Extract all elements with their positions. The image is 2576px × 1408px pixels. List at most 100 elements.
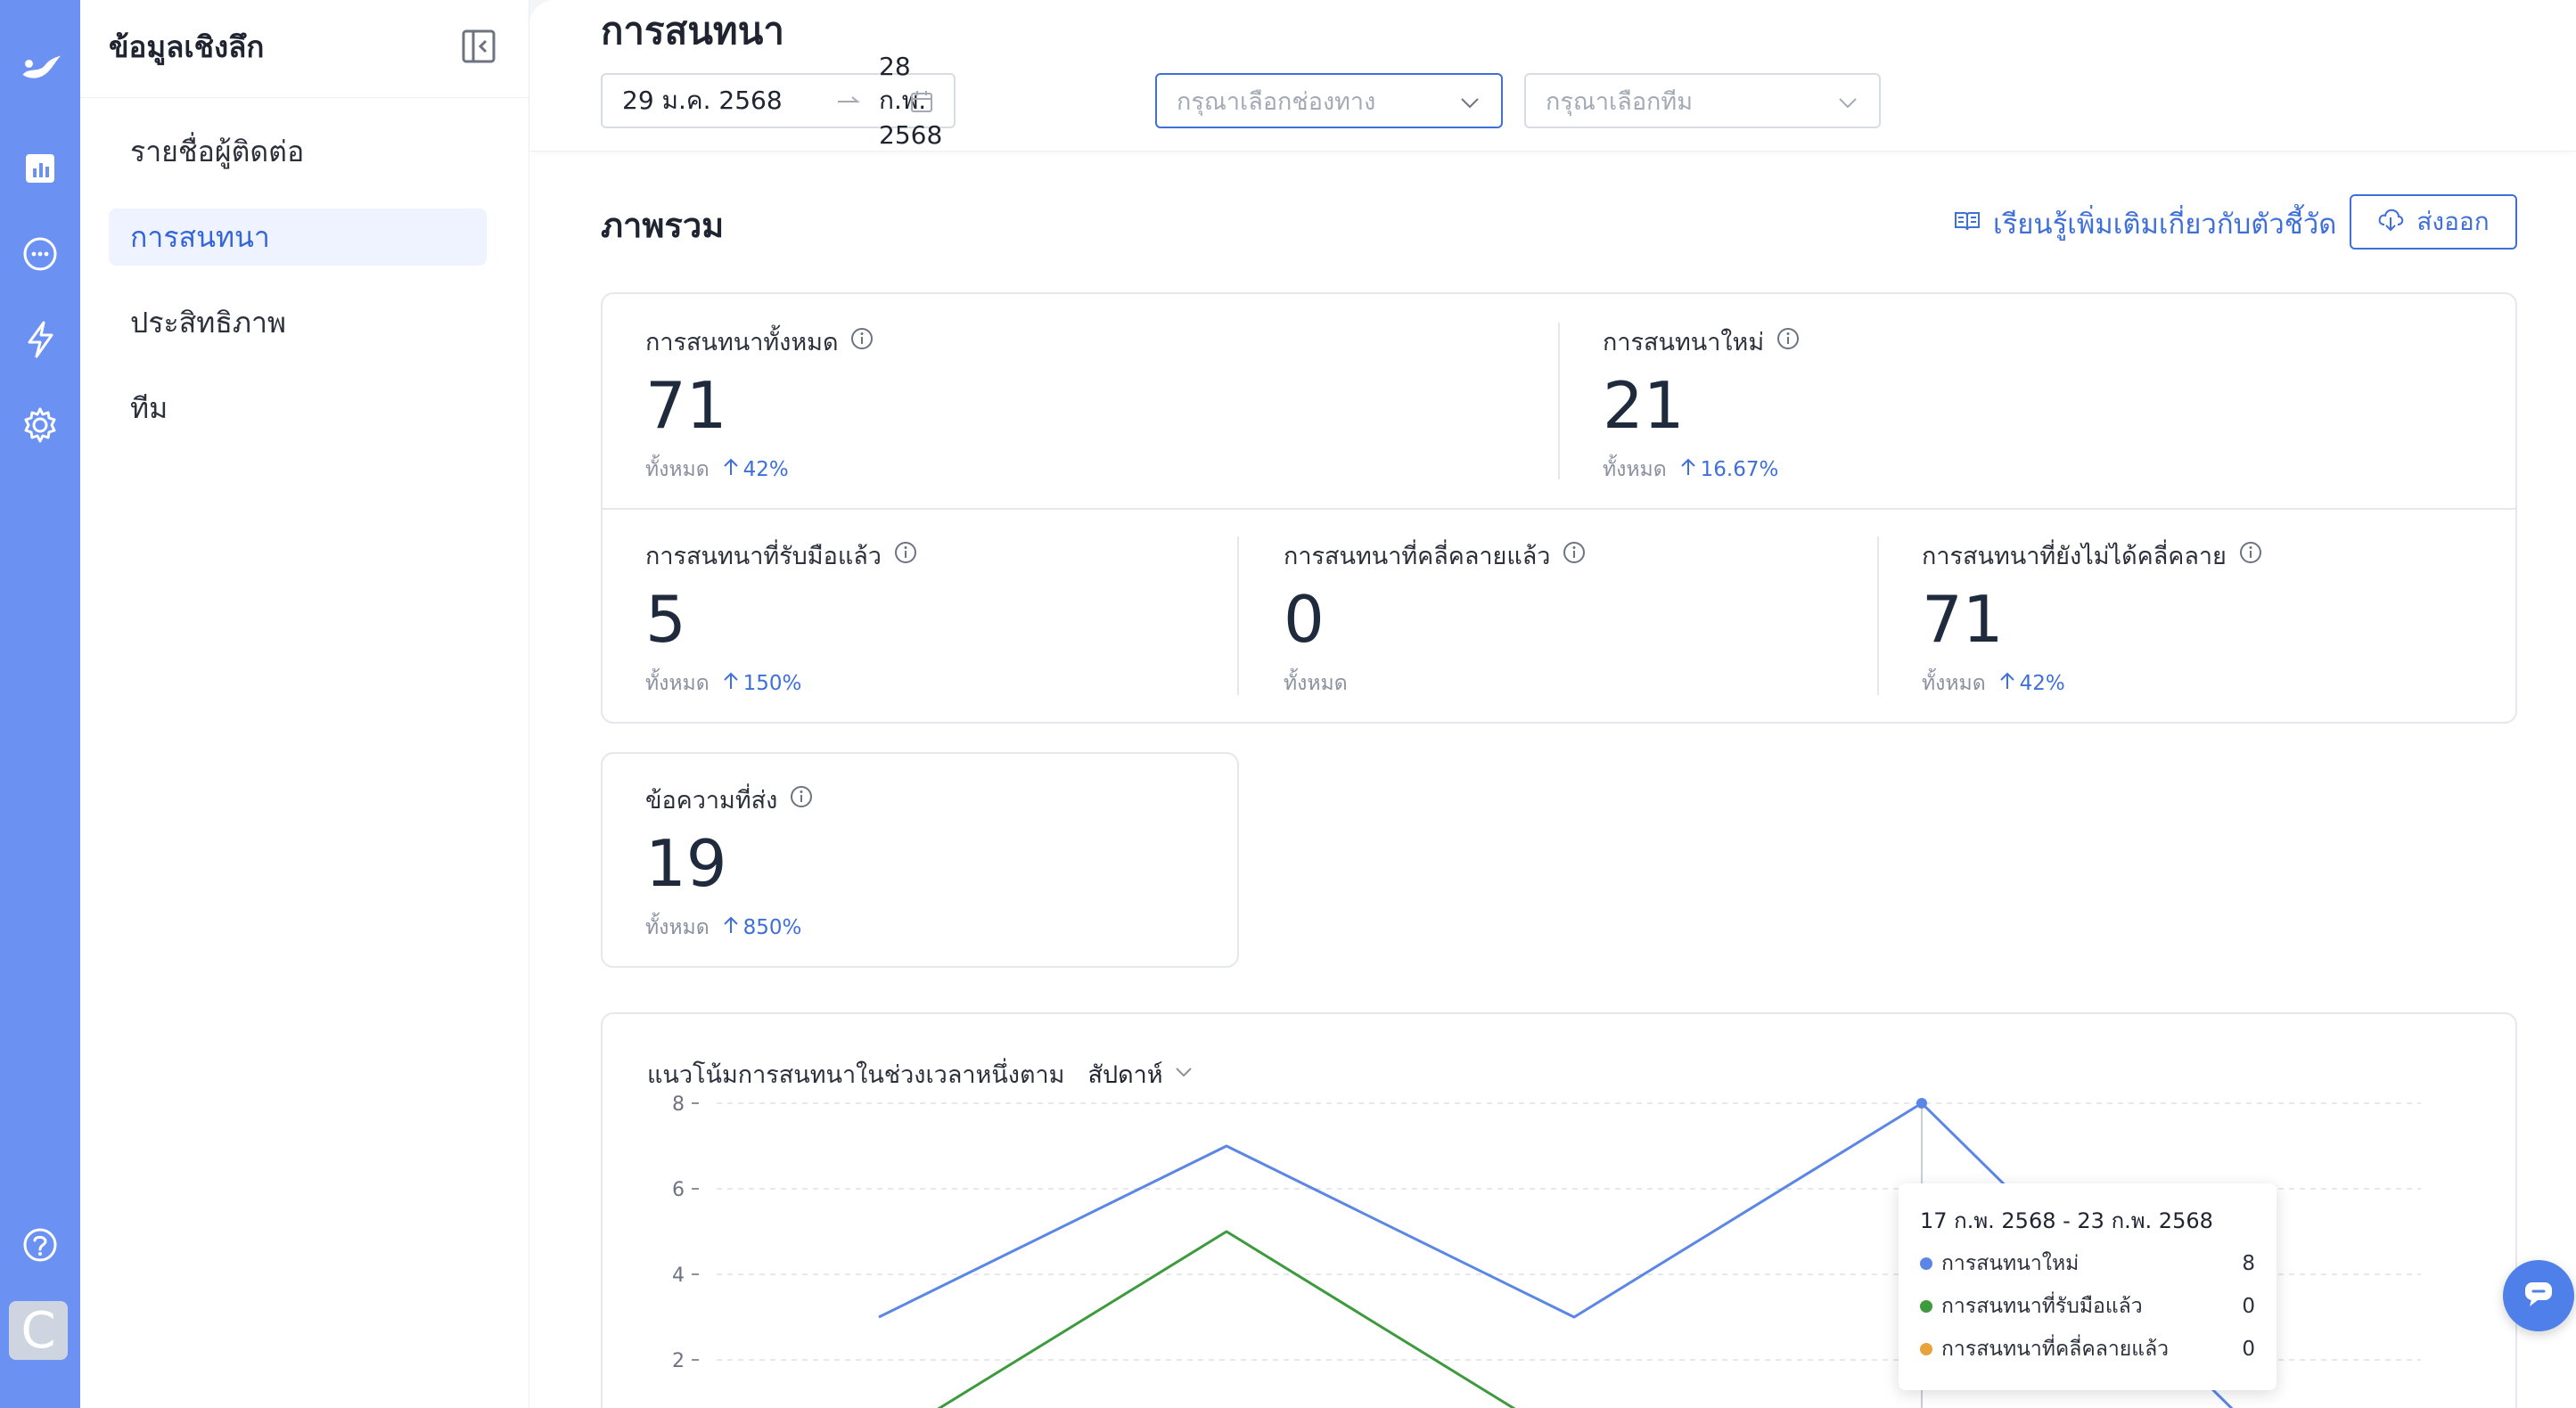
tooltip-row: การสนทนาที่รับมือแล้ว 0 (1920, 1290, 2255, 1322)
stat-value: 19 (645, 826, 727, 901)
info-icon[interactable] (850, 327, 874, 356)
stat-delta: 850% (742, 916, 802, 939)
sidebar-item-contacts[interactable]: รายชื่อผู้ติดต่อ (109, 123, 487, 180)
legend-dot (1920, 1300, 1932, 1313)
messages-sent-card: ข้อความที่ส่ง 19 ทั้งหมด 850% (601, 752, 1239, 968)
tooltip-row-label: การสนทนาที่คลี่คลายแล้ว (1941, 1338, 2170, 1361)
stat-messages-sent: ข้อความที่ส่ง 19 ทั้งหมด 850% (645, 781, 813, 944)
date-range-picker[interactable]: 29 ม.ค. 2568 28 ก.พ. 2568 (601, 52, 956, 150)
stat-total-label: ทั้งหมด (645, 916, 710, 939)
legend-dot (1920, 1343, 1932, 1355)
arrow-up-icon (722, 457, 740, 482)
arrow-up-icon (1679, 457, 1697, 482)
avatar[interactable]: C (9, 1301, 68, 1360)
export-button[interactable]: ส่งออก (2350, 194, 2517, 250)
tooltip-row-value: 0 (2242, 1295, 2255, 1318)
arrow-right-icon (836, 87, 861, 119)
export-label: ส่งออก (2416, 207, 2490, 236)
filter-bar: การสนทนา 29 ม.ค. 2568 28 ก.พ. 2568 กรุณา… (529, 0, 2576, 151)
chart-tooltip: 17 ก.พ. 2568 - 23 ก.พ. 2568 การสนทนาใหม่… (1899, 1183, 2277, 1390)
card-divider (603, 508, 2515, 510)
stat-value: 5 (645, 582, 686, 657)
app-rail: C (0, 0, 80, 1408)
stat-delta: 16.67% (1700, 458, 1779, 481)
y-tick-label: 6 (672, 1179, 685, 1201)
stat-total-label: ทั้งหมด (645, 458, 710, 481)
stat-value: 71 (1922, 582, 2004, 657)
period-select[interactable]: สัปดาห์ (1087, 1055, 1193, 1093)
stat-delta: 42% (742, 458, 789, 481)
stat-total-label: ทั้งหมด (1603, 458, 1667, 481)
brand-logo-icon[interactable] (18, 45, 62, 89)
tooltip-row-value: 0 (2242, 1338, 2255, 1361)
info-icon[interactable] (790, 785, 813, 815)
stat-delta: 150% (742, 672, 802, 695)
stat-total-label: ทั้งหมด (645, 672, 710, 695)
info-icon[interactable] (894, 541, 917, 570)
chevron-down-icon (1174, 1060, 1194, 1088)
stat-label: การสนทนาที่รับมือแล้ว (645, 543, 882, 570)
chevron-down-icon (1458, 91, 1481, 120)
overview-title: ภาพรวม (601, 206, 725, 245)
sidebar-item-team[interactable]: ทีม (109, 380, 487, 437)
card-divider (1877, 536, 1879, 695)
stat-total-conversations: การสนทนาทั้งหมด 71 ทั้งหมด 42% (645, 323, 874, 486)
stat-value: 21 (1603, 368, 1685, 443)
sidebar-item-label: รายชื่อผู้ติดต่อ (130, 134, 305, 168)
automation-icon[interactable] (18, 317, 62, 362)
live-chat-button[interactable] (2503, 1260, 2574, 1331)
stat-label: การสนทนาที่ยังไม่ได้คลี่คลาย (1922, 543, 2227, 570)
info-icon[interactable] (1563, 541, 1586, 570)
sidebar-item-conversations[interactable]: การสนทนา (109, 209, 487, 266)
info-icon[interactable] (2239, 541, 2262, 570)
chat-icon[interactable] (18, 232, 62, 276)
date-end: 28 ก.พ. 2568 (879, 52, 943, 150)
chevron-down-icon (1836, 91, 1859, 120)
stat-resolved-conversations: การสนทนาที่คลี่คลายแล้ว 0 ทั้งหมด (1284, 536, 1586, 700)
arrow-up-icon (722, 671, 740, 696)
overview-stats-card: การสนทนาทั้งหมด 71 ทั้งหมด 42% การสนทนาให… (601, 292, 2517, 724)
cloud-download-icon (2377, 207, 2404, 238)
stat-label: ข้อความที่ส่ง (645, 787, 778, 815)
sidebar-title: ข้อมูลเชิงลึก (109, 29, 265, 64)
learn-more-label: เรียนรู้เพิ่มเติมเกี่ยวกับตัวชี้วัด (1993, 209, 2337, 241)
learn-more-link[interactable]: เรียนรู้เพิ่มเติมเกี่ยวกับตัวชี้วัด (1954, 201, 2336, 246)
tooltip-row: การสนทนาใหม่ 8 (1920, 1248, 2255, 1280)
collapse-sidebar-icon[interactable] (461, 29, 496, 64)
stat-total-label: ทั้งหมด (1922, 672, 1986, 695)
stat-label: การสนทนาที่คลี่คลายแล้ว (1284, 543, 1551, 570)
date-start: 29 ม.ค. 2568 (622, 86, 783, 115)
tooltip-row-label: การสนทนาใหม่ (1941, 1252, 2080, 1275)
y-tick-label: 8 (672, 1093, 685, 1116)
help-icon[interactable] (18, 1223, 62, 1267)
sidebar-header: ข้อมูลเชิงลึก (80, 0, 529, 98)
main-content: การสนทนา 29 ม.ค. 2568 28 ก.พ. 2568 กรุณา… (529, 0, 2576, 1408)
card-divider (1558, 323, 1560, 479)
calendar-icon (909, 89, 934, 120)
stat-new-conversations: การสนทนาใหม่ 21 ทั้งหมด 16.67% (1603, 323, 1800, 486)
tooltip-title: 17 ก.พ. 2568 - 23 ก.พ. 2568 (1920, 1208, 2213, 1233)
sidebar-item-label: การสนทนา (130, 219, 270, 254)
channel-select[interactable]: กรุณาเลือกช่องทาง (1155, 73, 1503, 128)
channel-placeholder: กรุณาเลือกช่องทาง (1177, 87, 1376, 116)
highlight-point (1916, 1098, 1927, 1109)
avatar-letter: C (21, 1301, 56, 1360)
team-placeholder: กรุณาเลือกทีม (1546, 87, 1693, 116)
settings-icon[interactable] (18, 403, 62, 447)
y-tick-label: 4 (672, 1265, 685, 1287)
stat-label: การสนทนาใหม่ (1603, 329, 1765, 356)
info-icon[interactable] (1776, 327, 1800, 356)
tooltip-row-value: 8 (2242, 1252, 2255, 1275)
period-label: สัปดาห์ (1087, 1061, 1163, 1089)
sidebar-item-label: ประสิทธิภาพ (130, 305, 286, 340)
series-line-1 (937, 1230, 1516, 1408)
analytics-icon[interactable] (18, 146, 62, 191)
sidebar-item-performance[interactable]: ประสิทธิภาพ (109, 294, 487, 351)
stat-unresolved-conversations: การสนทนาที่ยังไม่ได้คลี่คลาย 71 ทั้งหมด 4… (1922, 536, 2262, 700)
stat-label: การสนทนาทั้งหมด (645, 329, 839, 356)
tooltip-row-label: การสนทนาที่รับมือแล้ว (1941, 1295, 2143, 1318)
trend-chart-title: แนวโน้มการสนทนาในช่วงเวลาหนึ่งตาม (647, 1061, 1065, 1089)
team-select[interactable]: กรุณาเลือกทีม (1524, 73, 1881, 128)
trend-chart-header: แนวโน้มการสนทนาในช่วงเวลาหนึ่งตาม สัปดาห… (647, 1055, 1194, 1093)
page-title: การสนทนา (601, 9, 784, 53)
